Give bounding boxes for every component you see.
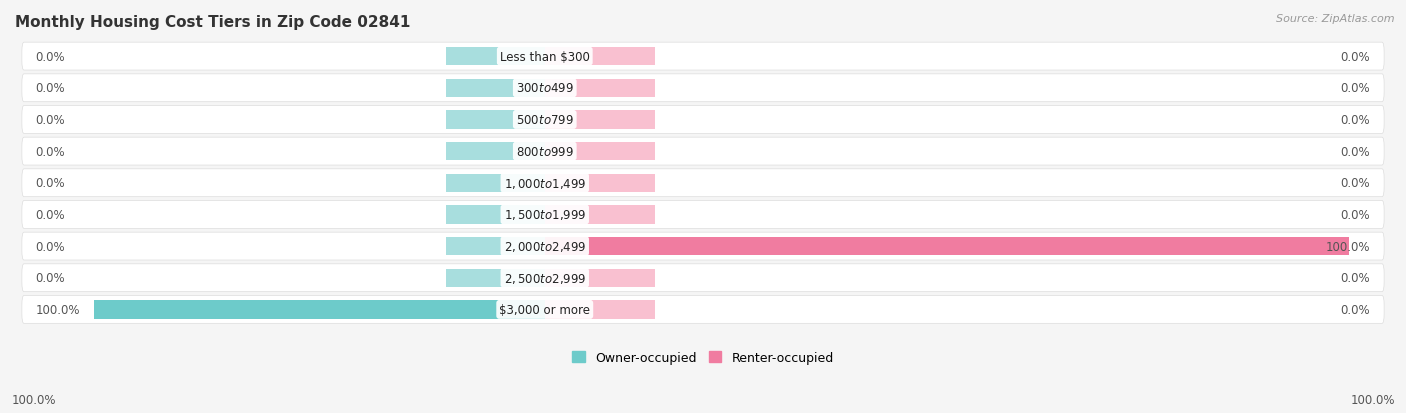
Text: 0.0%: 0.0% xyxy=(1341,303,1371,316)
Text: 0.0%: 0.0% xyxy=(35,209,65,221)
Bar xyxy=(446,206,544,224)
Bar xyxy=(544,111,655,129)
Text: $300 to $499: $300 to $499 xyxy=(516,82,574,95)
Text: 0.0%: 0.0% xyxy=(1341,145,1371,158)
Text: 0.0%: 0.0% xyxy=(35,145,65,158)
Bar xyxy=(544,237,1348,256)
Text: 0.0%: 0.0% xyxy=(1341,114,1371,127)
Bar xyxy=(544,79,655,98)
Bar xyxy=(446,142,544,161)
Bar xyxy=(446,111,544,129)
Text: $1,000 to $1,499: $1,000 to $1,499 xyxy=(503,176,586,190)
FancyBboxPatch shape xyxy=(22,296,1384,323)
Bar xyxy=(544,142,655,161)
Text: 100.0%: 100.0% xyxy=(11,393,56,406)
Legend: Owner-occupied, Renter-occupied: Owner-occupied, Renter-occupied xyxy=(568,346,838,369)
FancyBboxPatch shape xyxy=(22,201,1384,229)
Bar xyxy=(446,79,544,98)
FancyBboxPatch shape xyxy=(22,138,1384,166)
Bar xyxy=(446,48,544,66)
FancyBboxPatch shape xyxy=(22,233,1384,260)
Text: 0.0%: 0.0% xyxy=(1341,209,1371,221)
Bar xyxy=(544,174,655,192)
Text: $2,000 to $2,499: $2,000 to $2,499 xyxy=(503,240,586,254)
Text: 0.0%: 0.0% xyxy=(35,177,65,190)
Text: 100.0%: 100.0% xyxy=(1350,393,1395,406)
Text: $800 to $999: $800 to $999 xyxy=(516,145,574,158)
Text: 0.0%: 0.0% xyxy=(1341,50,1371,64)
Text: 100.0%: 100.0% xyxy=(35,303,80,316)
Text: $500 to $799: $500 to $799 xyxy=(516,114,574,127)
Text: $3,000 or more: $3,000 or more xyxy=(499,303,591,316)
Bar xyxy=(446,237,544,256)
Text: 0.0%: 0.0% xyxy=(35,240,65,253)
Text: 0.0%: 0.0% xyxy=(1341,272,1371,285)
Text: 0.0%: 0.0% xyxy=(1341,82,1371,95)
Bar xyxy=(446,174,544,192)
Bar xyxy=(94,301,544,319)
Bar xyxy=(544,301,655,319)
Text: $1,500 to $1,999: $1,500 to $1,999 xyxy=(503,208,586,222)
FancyBboxPatch shape xyxy=(22,43,1384,71)
Text: Source: ZipAtlas.com: Source: ZipAtlas.com xyxy=(1277,14,1395,24)
Bar xyxy=(544,206,655,224)
Text: Less than $300: Less than $300 xyxy=(499,50,589,64)
FancyBboxPatch shape xyxy=(22,169,1384,197)
FancyBboxPatch shape xyxy=(22,264,1384,292)
Text: Monthly Housing Cost Tiers in Zip Code 02841: Monthly Housing Cost Tiers in Zip Code 0… xyxy=(15,15,411,30)
Bar xyxy=(446,269,544,287)
Text: 100.0%: 100.0% xyxy=(1326,240,1371,253)
Text: 0.0%: 0.0% xyxy=(35,272,65,285)
FancyBboxPatch shape xyxy=(22,75,1384,102)
Bar xyxy=(544,269,655,287)
Text: $2,500 to $2,999: $2,500 to $2,999 xyxy=(503,271,586,285)
Bar xyxy=(544,48,655,66)
Text: 0.0%: 0.0% xyxy=(35,50,65,64)
Text: 0.0%: 0.0% xyxy=(35,114,65,127)
FancyBboxPatch shape xyxy=(22,106,1384,134)
Text: 0.0%: 0.0% xyxy=(35,82,65,95)
Text: 0.0%: 0.0% xyxy=(1341,177,1371,190)
